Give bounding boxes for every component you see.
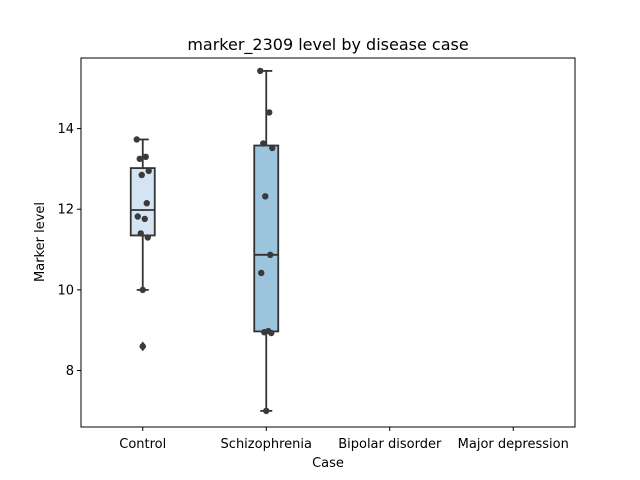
data-point — [138, 171, 145, 179]
plot-area-frame — [80, 57, 576, 428]
data-point — [137, 230, 144, 237]
box-group — [129, 136, 156, 352]
x-tick-label: Bipolar disorder — [338, 437, 442, 452]
data-point — [263, 407, 270, 415]
data-point — [143, 199, 150, 207]
data-point — [145, 167, 152, 175]
x-tick-label: Control — [119, 437, 166, 452]
data-point — [139, 343, 146, 350]
y-axis-label: Marker level — [33, 202, 48, 282]
chart-title: marker_2309 level by disease case — [187, 35, 468, 55]
data-point — [141, 215, 148, 223]
data-point — [260, 140, 267, 147]
x-axis-label: Case — [312, 456, 344, 471]
box-iqr — [253, 144, 280, 333]
y-tick-label: 10 — [57, 283, 74, 298]
box-group — [253, 67, 280, 415]
box-iqr — [129, 167, 156, 237]
data-point — [144, 234, 151, 241]
y-tick-label: 8 — [66, 364, 74, 379]
x-tick-label: Schizophrenia — [221, 437, 312, 452]
data-point — [267, 251, 274, 258]
data-point — [134, 213, 141, 220]
plot-marks — [129, 67, 280, 415]
y-tick-label: 12 — [57, 203, 74, 218]
data-point — [266, 109, 273, 116]
data-point — [268, 329, 275, 337]
x-axis: Control Schizophrenia Bipolar disorder Majo… — [119, 427, 569, 452]
y-tick-label: 14 — [57, 122, 74, 137]
data-point — [258, 269, 265, 277]
x-tick-label: Major depression — [458, 437, 569, 452]
data-point — [262, 193, 269, 200]
data-point — [261, 329, 268, 336]
data-point — [136, 155, 143, 163]
data-point — [133, 136, 140, 143]
data-point — [269, 144, 276, 152]
data-point — [139, 286, 146, 294]
data-point — [142, 153, 149, 161]
data-point — [257, 67, 264, 75]
y-axis: 8 10 12 14 — [57, 122, 81, 379]
